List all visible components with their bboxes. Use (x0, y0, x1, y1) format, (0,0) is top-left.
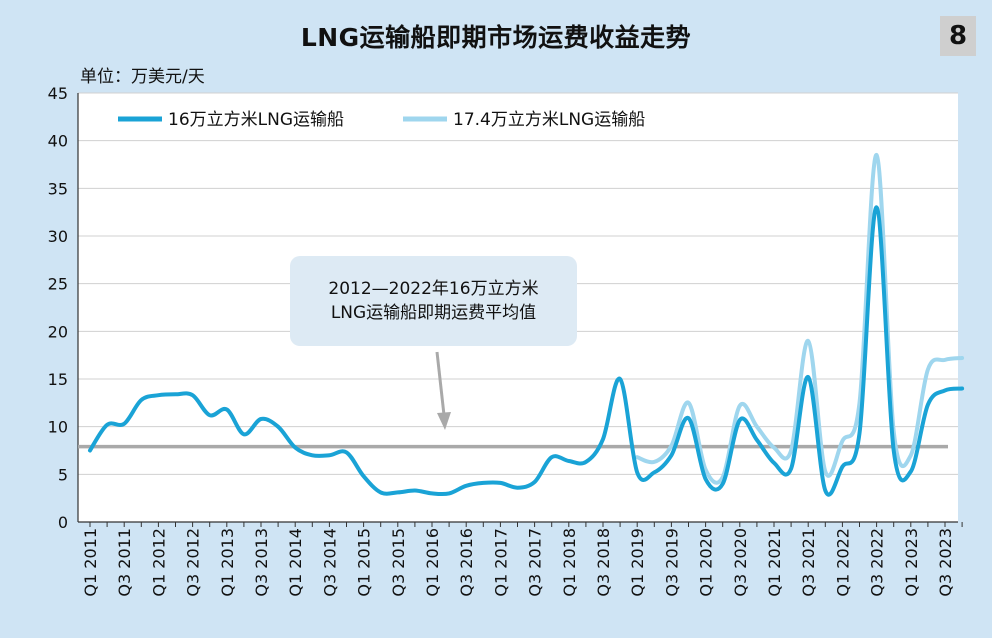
x-tick-label: Q1 2018 (560, 528, 579, 597)
x-tick-label: Q1 2012 (149, 528, 168, 597)
x-tick-label: Q1 2019 (628, 528, 647, 597)
legend-label-1: 16万立方米LNG运输船 (168, 110, 344, 130)
x-tick-label: Q3 2011 (115, 528, 134, 597)
annotation-arrow-head (437, 412, 451, 430)
x-tick-label: Q3 2022 (868, 528, 887, 597)
x-tick-label: Q3 2021 (799, 528, 818, 597)
y-axis-unit-label: 单位：万美元/天 (80, 67, 205, 87)
y-tick-label: 0 (58, 513, 68, 532)
legend-label-2: 17.4万立方米LNG运输船 (453, 110, 645, 130)
x-tick-label: Q3 2020 (731, 528, 750, 597)
y-tick-label: 5 (58, 465, 68, 484)
x-tick-label: Q1 2022 (833, 528, 852, 597)
y-tick-label: 10 (48, 418, 68, 437)
x-tick-label: Q3 2012 (184, 528, 203, 597)
x-tick-label: Q3 2018 (594, 528, 613, 597)
series-line-2 (635, 152, 965, 485)
x-tick-label: Q3 2014 (320, 528, 339, 597)
x-tick-label: Q3 2017 (526, 528, 545, 597)
x-tick-label: Q1 2016 (423, 528, 442, 597)
series-line-1 (88, 205, 965, 497)
x-tick-label: Q3 2013 (252, 528, 271, 597)
x-tick-label: Q1 2013 (218, 528, 237, 597)
y-tick-label: 40 (48, 132, 68, 151)
average-line-group (78, 351, 948, 449)
x-tick-label: Q1 2023 (902, 528, 921, 597)
y-tick-label: 45 (48, 84, 68, 103)
x-tick-label: Q1 2020 (697, 528, 716, 597)
x-tick-label: Q1 2015 (355, 528, 374, 597)
legend: 16万立方米LNG运输船 17.4万立方米LNG运输船 (118, 110, 645, 130)
chart-title: LNG运输船即期市场运费收益走势 (300, 23, 692, 52)
annotation-arrow-shaft (435, 351, 446, 416)
x-axis-ticks: Q1 2011 Q3 2011 Q1 2012 Q3 2012 Q1 2013 Q3 20… (81, 522, 963, 597)
x-tick-label: Q1 2011 (81, 528, 100, 597)
y-tick-label: 25 (48, 275, 68, 294)
average-annotation-box: 2012—2022年16万立方米 LNG运输船即期运费平均值 (290, 256, 577, 346)
annotation-line-1: 2012—2022年16万立方米 (328, 279, 539, 299)
x-tick-label: Q3 2016 (457, 528, 476, 597)
figure-number-badge: 8 (940, 16, 976, 56)
annotation-line-2: LNG运输船即期运费平均值 (330, 303, 537, 323)
x-tick-label: Q1 2014 (286, 528, 305, 597)
y-axis-ticks: 0 5 10 15 20 25 30 35 40 45 (48, 84, 68, 532)
series-lines (88, 152, 965, 497)
x-tick-label: Q3 2019 (662, 528, 681, 597)
x-tick-label: Q1 2017 (491, 528, 510, 597)
y-tick-label: 30 (48, 227, 68, 246)
x-tick-label: Q3 2015 (389, 528, 408, 597)
x-tick-label: Q3 2023 (936, 528, 955, 597)
x-tick-label: Q1 2021 (765, 528, 784, 597)
y-tick-label: 35 (48, 179, 68, 198)
y-tick-label: 20 (48, 322, 68, 341)
y-tick-label: 15 (48, 370, 68, 389)
